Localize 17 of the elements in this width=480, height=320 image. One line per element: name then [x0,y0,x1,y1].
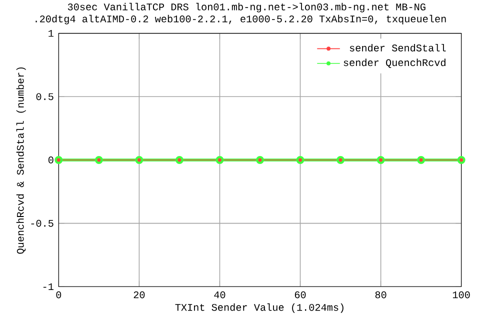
x-tick-label: 0 [56,291,62,298]
y-tick-label: -0.5 [31,220,54,227]
legend-label: sender QuenchRcvd [344,58,446,68]
x-tick-label: 40 [214,291,226,298]
y-axis-title: QuenchRcvd & SendStall (number) [16,67,26,254]
y-tick-label: 0 [48,156,54,164]
y-tick-label: -1 [43,283,54,290]
chart-subtitle: .20dtg4 altAIMD-0.2 web100-2.2.1, e1000-5.2.20 TxAbsIn=0, txqueuelen [36,14,446,24]
x-tick-label: 60 [294,291,306,298]
chart-title: 30sec VanillaTCP DRS lon01.mb-ng.net->lon03.mb-ng.net MB-NG [68,2,426,12]
y-tick-label: 0.5 [36,93,54,100]
x-axis-title: TXInt Sender Value (1.024ms) [175,303,344,313]
x-tick-label: 20 [134,291,145,298]
y-tick-label: 1 [48,30,54,37]
legend-label: sender SendStall [350,44,446,52]
x-tick-label: 80 [375,291,386,298]
x-tick-label: 100 [452,291,470,298]
